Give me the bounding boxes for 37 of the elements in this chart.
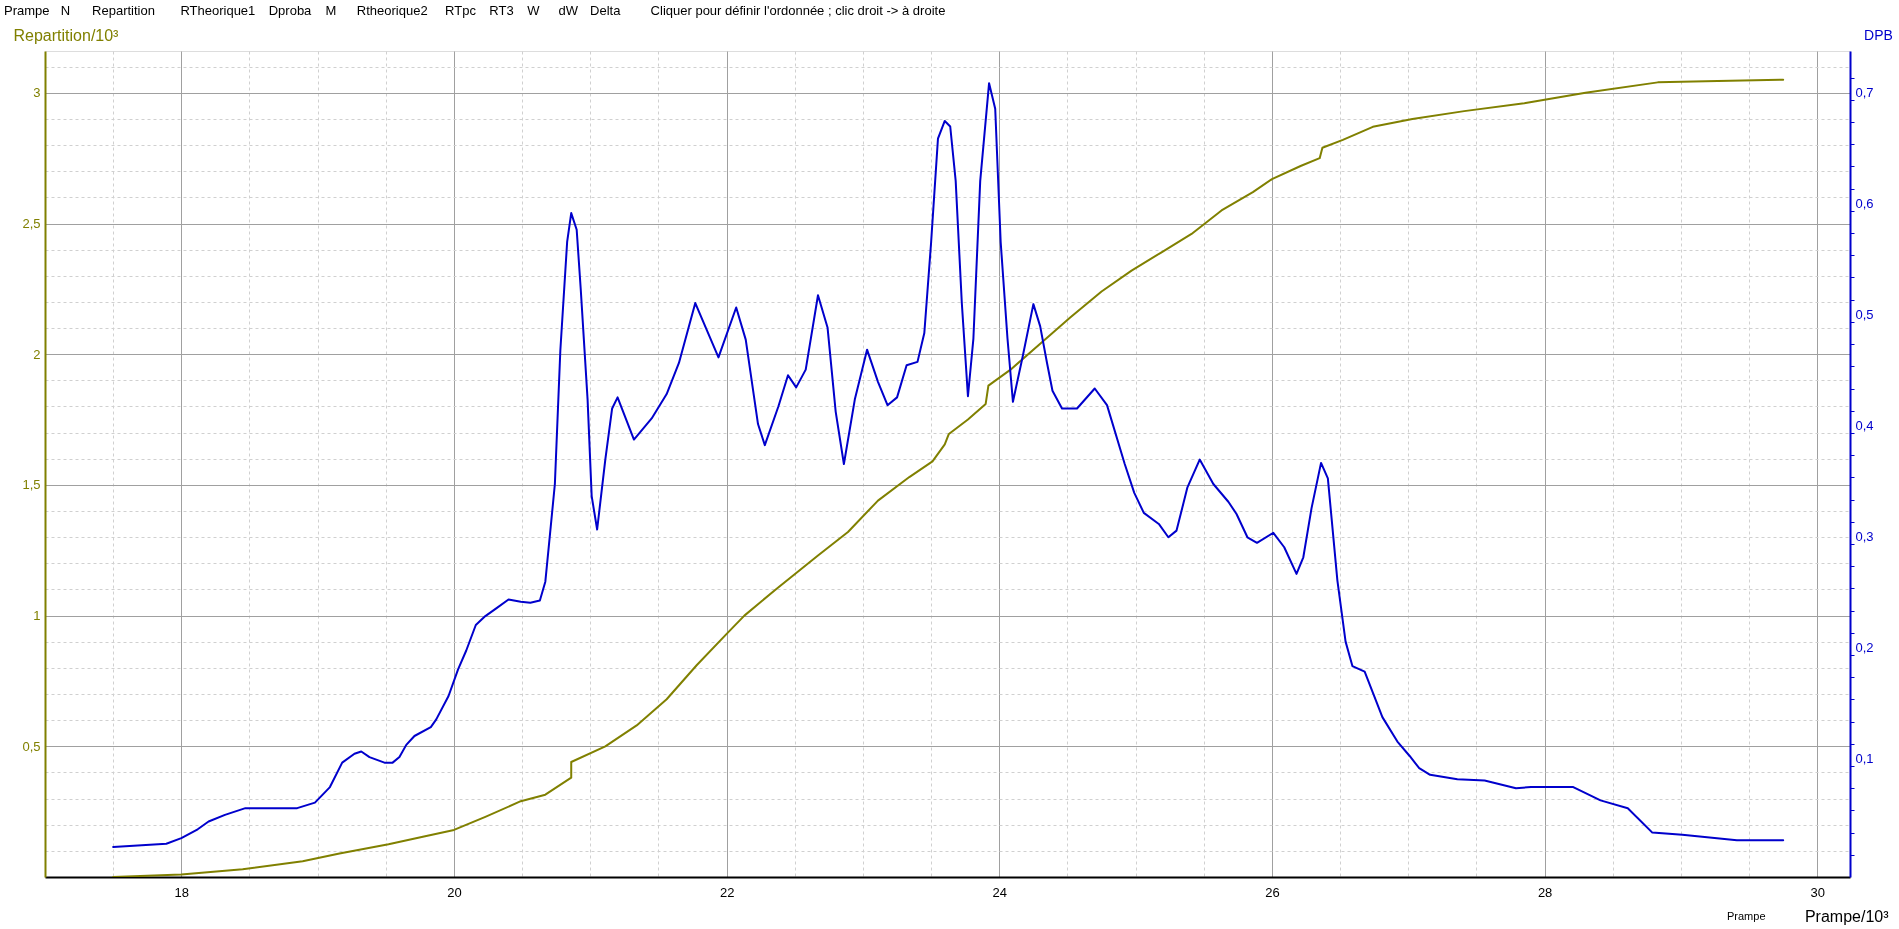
x-tick-label: 26 [1265,884,1280,900]
text: RT3 [489,3,514,18]
y2-tick-label: 0,1 [1855,751,1874,767]
text: M [325,3,337,18]
y2-tick-label: 0,4 [1855,418,1874,434]
text: RTheorique1 [180,3,256,18]
text: Cliquer pour définir l'ordonnée ; clic droit -> à droite [650,3,946,18]
text: Dproba [268,3,313,18]
y-tick-label: 1,5 [22,477,41,493]
y2-tick-label: 0,5 [1855,307,1874,323]
text: Repartition [92,3,155,18]
text: W [527,3,541,18]
text: RTpc [445,3,477,18]
y-tick-label: 2 [33,346,41,362]
y2-tick-label: 0,6 [1855,196,1874,212]
text: Rtheorique2 [356,3,428,18]
y-tick-label: 1 [33,608,41,624]
text: Prampe [1727,910,1766,922]
y-tick-label: 3 [33,85,41,101]
y2-tick-label: 0,7 [1855,85,1874,101]
y-tick-label: 2,5 [22,216,41,232]
y-tick-label: 0,5 [22,738,41,754]
text: Delta [590,3,622,18]
y2-tick-label: 0,2 [1855,640,1874,656]
x-tick-label: 24 [992,884,1008,900]
x-tick-label: 28 [1537,884,1553,900]
x-axis-title: Prampe/10³ [1804,907,1890,925]
y2-axis-title: DPB [1864,26,1893,43]
text: Prampe [4,3,50,18]
x-tick-label: 20 [447,884,462,900]
y2-tick-label: 0,3 [1855,529,1874,545]
text: dW [558,3,579,18]
x-tick-label: 22 [719,884,735,900]
text: N [60,3,71,18]
x-tick-label: 18 [174,884,190,900]
y-axis-title: Repartition/10³ [13,26,120,44]
x-tick-label: 30 [1810,884,1826,900]
